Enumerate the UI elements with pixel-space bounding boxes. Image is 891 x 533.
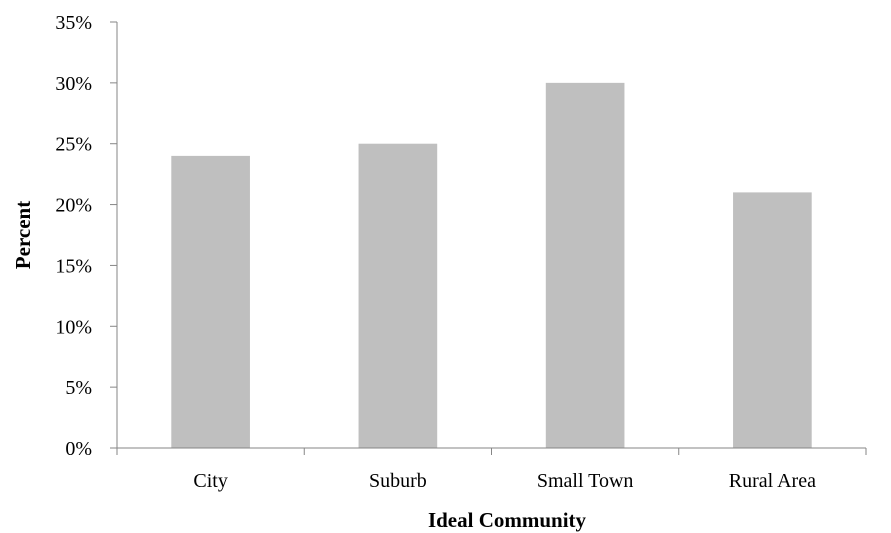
- axes-layer: [110, 21, 867, 455]
- y-tick-label: 0%: [65, 438, 92, 460]
- y-axis-title: Percent: [11, 201, 35, 269]
- x-axis-title: Ideal Community: [428, 508, 587, 532]
- x-tick-label: Small Town: [537, 470, 634, 492]
- y-tick-label: 20%: [55, 195, 92, 217]
- x-tick-label: City: [193, 470, 227, 492]
- x-tick-label: Suburb: [369, 470, 427, 492]
- bar-city: [171, 155, 250, 448]
- bar-suburb: [358, 143, 438, 448]
- bar-small-town: [545, 82, 625, 448]
- bar-rural-area: [733, 192, 812, 448]
- x-tick-label: Rural Area: [729, 470, 816, 492]
- y-tick-label: 30%: [55, 73, 92, 95]
- y-tick-label: 10%: [55, 316, 92, 338]
- labels-layer: City Suburb Small Town Rural Area 0% 5% 10% 15%…: [55, 12, 816, 492]
- y-tick-label: 25%: [55, 134, 92, 156]
- bars-layer: [171, 82, 812, 448]
- y-tick-label: 15%: [55, 255, 92, 277]
- y-tick-label: 5%: [65, 377, 92, 399]
- y-tick-label: 35%: [55, 12, 92, 34]
